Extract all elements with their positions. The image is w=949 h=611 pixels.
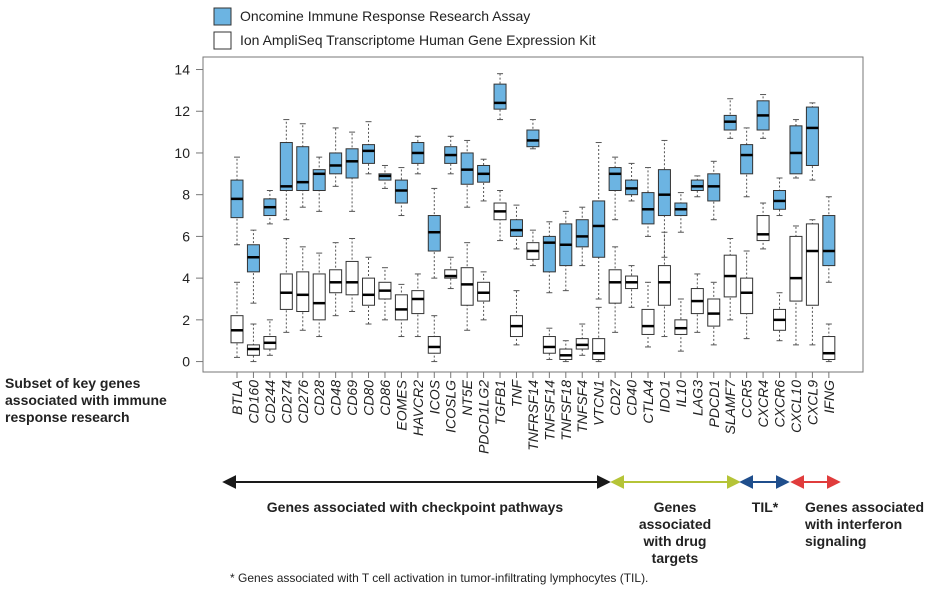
box <box>279 142 293 192</box>
group-label: targets <box>652 550 699 566</box>
group-label: signaling <box>805 533 866 549</box>
x-tick-label: CTLA4 <box>640 380 656 424</box>
legend-label: Ion AmpliSeq Transcriptome Human Gene Ex… <box>240 32 596 48</box>
x-tick-label: CD48 <box>328 380 344 416</box>
box <box>641 308 655 335</box>
x-tick-label: TNFSF18 <box>558 380 574 441</box>
y-tick-label: 0 <box>182 354 190 370</box>
box <box>805 106 819 166</box>
group-label: Genes associated with checkpoint pathway… <box>267 499 564 515</box>
box <box>362 144 376 164</box>
x-tick-label: CXCL9 <box>804 380 820 425</box>
x-tick-label: HAVCR2 <box>410 380 426 436</box>
footnote: * Genes associated with T cell activatio… <box>230 571 648 585</box>
box <box>345 148 359 179</box>
y-tick-label: 14 <box>174 62 190 78</box>
x-tick-label: TNFSF4 <box>574 380 590 433</box>
x-tick-label: CD69 <box>344 380 360 416</box>
x-tick-label: TNF <box>508 379 524 408</box>
x-tick-label: IL10 <box>673 380 689 407</box>
x-tick-label: CD28 <box>311 380 327 416</box>
x-tick-label: SLAMF7 <box>722 379 738 435</box>
x-tick-label: VTCN1 <box>591 380 607 426</box>
box <box>822 215 836 267</box>
box <box>805 223 819 306</box>
x-tick-label: TNFRSF14 <box>525 380 541 451</box>
x-tick-label: CD40 <box>624 380 640 416</box>
group-label: with interferon <box>804 516 902 532</box>
box <box>427 336 441 354</box>
x-tick-label: CD274 <box>278 380 294 424</box>
box <box>345 260 359 296</box>
box <box>608 167 622 192</box>
box <box>592 338 606 360</box>
x-tick-label: PDCD1LG2 <box>476 380 492 454</box>
box <box>460 267 474 306</box>
box <box>542 336 556 354</box>
x-tick-label: CD80 <box>361 380 377 416</box>
group-label: Genes associated <box>805 499 924 515</box>
group-label: with drug <box>643 533 707 549</box>
x-tick-label: BTLA <box>229 380 245 415</box>
side-label: Subset of key genes <box>5 375 141 391</box>
box <box>592 200 606 258</box>
box <box>411 290 425 315</box>
box <box>296 271 310 313</box>
box <box>608 269 622 304</box>
box <box>789 125 803 175</box>
box <box>296 146 310 192</box>
y-tick-label: 10 <box>174 145 190 161</box>
x-tick-label: IFNG <box>821 380 837 414</box>
x-tick-label: CD27 <box>607 379 623 416</box>
y-tick-label: 8 <box>182 187 190 203</box>
x-tick-label: CXCR6 <box>772 380 788 428</box>
x-tick-label: CD86 <box>377 380 393 416</box>
box <box>444 269 458 279</box>
box <box>822 336 836 360</box>
box <box>493 83 507 110</box>
box <box>789 235 803 302</box>
x-tick-label: CD160 <box>245 380 261 424</box>
box <box>740 144 754 175</box>
box <box>329 152 343 175</box>
side-label: associated with immune <box>5 392 167 408</box>
group-label: Genes <box>654 499 697 515</box>
x-tick-label: PDCD1 <box>706 380 722 427</box>
x-tick-label: CD276 <box>295 380 311 424</box>
group-label: TIL* <box>752 499 779 515</box>
x-tick-label: CCR5 <box>739 380 755 418</box>
x-tick-label: ICOSLG <box>443 380 459 433</box>
box <box>756 215 770 242</box>
box <box>509 219 523 237</box>
x-tick-label: CXCL10 <box>788 380 804 433</box>
box <box>740 277 754 315</box>
x-tick-label: CXCR4 <box>755 380 771 428</box>
box <box>312 273 326 321</box>
x-tick-label: IDO1 <box>656 380 672 413</box>
y-tick-label: 6 <box>182 228 190 244</box>
side-label: response research <box>5 409 130 425</box>
box <box>657 265 671 306</box>
legend-swatch <box>213 7 232 26</box>
y-tick-label: 4 <box>182 270 190 286</box>
x-tick-label: EOMES <box>393 379 409 430</box>
x-tick-label: TNFSF14 <box>541 380 557 441</box>
box <box>542 235 556 273</box>
box <box>657 169 671 217</box>
x-tick-label: ICOS <box>426 379 442 414</box>
box <box>362 277 376 306</box>
x-tick-label: CD244 <box>262 380 278 424</box>
x-tick-label: TGFB1 <box>492 380 508 425</box>
group-label: associated <box>639 516 711 532</box>
y-tick-label: 2 <box>182 312 190 328</box>
box <box>394 294 408 321</box>
x-tick-label: NT5E <box>459 379 475 415</box>
x-tick-label: LAG3 <box>689 380 705 416</box>
box <box>575 219 589 248</box>
y-tick-label: 12 <box>174 103 190 119</box>
legend-label: Oncomine Immune Response Research Assay <box>240 8 530 24</box>
box <box>526 129 540 148</box>
legend-swatch <box>213 31 232 50</box>
